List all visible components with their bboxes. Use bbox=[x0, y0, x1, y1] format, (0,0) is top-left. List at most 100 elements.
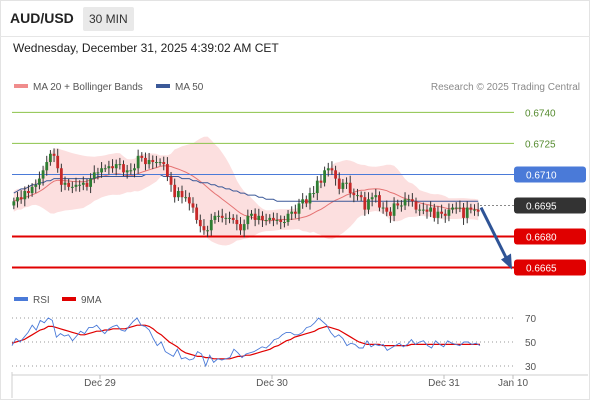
candle-body bbox=[125, 170, 129, 173]
candle bbox=[392, 197, 396, 222]
candle bbox=[359, 191, 363, 201]
candle-body bbox=[337, 178, 341, 189]
candle bbox=[290, 206, 294, 220]
candle-body bbox=[242, 224, 246, 231]
candle-body bbox=[378, 195, 381, 208]
x-tick-label: Dec 29 bbox=[84, 378, 116, 389]
candle-body bbox=[239, 224, 242, 231]
candle-body bbox=[323, 170, 327, 183]
rsi-legend: RSI 9MA bbox=[14, 295, 102, 306]
candle bbox=[158, 158, 162, 166]
candle-body bbox=[12, 201, 16, 206]
candle-body bbox=[297, 203, 301, 214]
candle bbox=[257, 208, 261, 225]
candle-body bbox=[443, 213, 447, 216]
candle bbox=[34, 179, 38, 194]
candle bbox=[246, 209, 250, 230]
candle bbox=[275, 212, 279, 225]
candle-body bbox=[264, 219, 268, 221]
candle bbox=[279, 215, 283, 230]
candle bbox=[38, 171, 41, 190]
candle bbox=[67, 179, 71, 191]
candle bbox=[220, 208, 224, 223]
candle bbox=[330, 161, 334, 175]
candle bbox=[462, 202, 465, 225]
candle bbox=[436, 206, 440, 225]
candle bbox=[476, 202, 480, 217]
candle-body bbox=[63, 182, 67, 185]
candle-body bbox=[421, 209, 425, 211]
candle-body bbox=[89, 178, 93, 187]
candle bbox=[228, 211, 231, 224]
candle bbox=[16, 191, 19, 208]
candle-body bbox=[158, 162, 162, 164]
x-tick-label: Dec 30 bbox=[256, 378, 288, 389]
candle-body bbox=[418, 209, 422, 211]
last-price-label: 0.6695 bbox=[526, 201, 557, 212]
candle-body bbox=[447, 209, 451, 216]
candle bbox=[451, 203, 454, 214]
candle bbox=[217, 210, 220, 223]
candle bbox=[315, 176, 319, 201]
candle bbox=[85, 179, 89, 191]
candle-body bbox=[367, 199, 370, 210]
forecast-arrow-head bbox=[501, 253, 512, 270]
candle-body bbox=[96, 172, 100, 174]
candle-body bbox=[67, 182, 71, 187]
candle-body bbox=[279, 219, 283, 223]
candle-body bbox=[151, 159, 155, 163]
candle bbox=[399, 200, 403, 212]
candle-body bbox=[352, 193, 356, 196]
candle bbox=[23, 186, 27, 207]
candle bbox=[198, 214, 202, 233]
candle-body bbox=[224, 217, 228, 219]
candle bbox=[206, 225, 210, 238]
candle-body bbox=[399, 205, 403, 207]
candle-body bbox=[19, 197, 23, 200]
candle-body bbox=[133, 168, 136, 171]
candle bbox=[363, 191, 367, 216]
candle-body bbox=[469, 207, 473, 210]
legend: MA 20 + Bollinger Bands MA 50 Research ©… bbox=[14, 82, 580, 93]
timeframe-button[interactable]: 30 MIN bbox=[83, 7, 134, 31]
candle bbox=[19, 190, 23, 204]
candle bbox=[356, 188, 359, 201]
candle bbox=[52, 148, 56, 163]
bollinger-band bbox=[13, 136, 479, 246]
candle bbox=[418, 204, 422, 216]
candle-body bbox=[261, 215, 264, 220]
candle-body bbox=[319, 180, 323, 183]
candle-body bbox=[147, 159, 151, 165]
ma50-legend-swatch bbox=[156, 84, 170, 88]
support-tag bbox=[514, 228, 586, 245]
candle bbox=[133, 163, 136, 178]
candle-body bbox=[52, 153, 56, 156]
rsi-line bbox=[11, 317, 481, 368]
candle bbox=[27, 184, 30, 199]
x-tick-label: Jan 10 bbox=[498, 378, 528, 389]
candle bbox=[239, 217, 242, 235]
candle bbox=[195, 203, 199, 224]
candle bbox=[136, 149, 140, 174]
candle bbox=[312, 186, 316, 198]
x-axis: Dec 29 Dec 30 Dec 31 Jan 10 bbox=[11, 372, 588, 398]
candle-body bbox=[451, 207, 454, 210]
candle-body bbox=[184, 197, 188, 199]
candle bbox=[465, 201, 469, 224]
candle bbox=[129, 163, 133, 175]
candle-body bbox=[162, 162, 166, 165]
candle-body bbox=[85, 182, 89, 187]
candle-body bbox=[429, 207, 433, 212]
header-divider bbox=[0, 36, 590, 37]
candle bbox=[209, 213, 213, 236]
candle bbox=[381, 202, 385, 214]
candle-body bbox=[432, 207, 436, 218]
candle-body bbox=[48, 153, 52, 163]
candle-body bbox=[359, 195, 363, 198]
candle bbox=[268, 214, 272, 224]
candle bbox=[213, 212, 217, 224]
candle bbox=[348, 175, 352, 198]
candle-body bbox=[363, 197, 367, 210]
chart-header: AUD/USD 30 MIN bbox=[0, 0, 590, 38]
candle-body bbox=[114, 164, 118, 169]
